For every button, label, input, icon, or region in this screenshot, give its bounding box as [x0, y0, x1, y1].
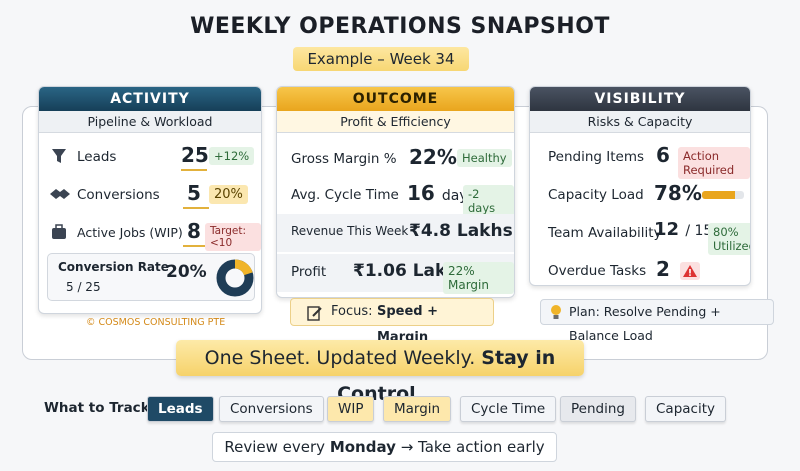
label: Gross Margin % — [291, 151, 397, 167]
value: 2 — [656, 257, 670, 281]
review-action: → Take action early — [400, 438, 545, 456]
visibility-panel: VISIBILITY Risks & Capacity Pending Item… — [529, 86, 751, 286]
value: ₹4.8 Lakhs — [409, 221, 513, 241]
label: Conversion Rate — [58, 260, 169, 274]
panel-title: ACTIVITY — [39, 87, 261, 111]
panel-subtitle: Risks & Capacity — [530, 111, 750, 133]
tagline: One Sheet. Updated Weekly. Stay in Contr… — [176, 340, 584, 405]
label: Pending Items — [548, 149, 645, 165]
badge: Healthy — [457, 149, 512, 167]
badge: -2 days — [463, 185, 514, 217]
row: Conversions 5 20% — [39, 177, 261, 213]
footer: © COSMOS CONSULTING PTE — [86, 317, 226, 328]
label: Conversions — [77, 187, 160, 203]
row: Revenue This Week ₹4.8 Lakhs — [277, 214, 514, 252]
row: Team Availability 12 / 15 80% Utilized — [530, 215, 750, 255]
capacity-bar — [702, 191, 744, 199]
icon — [52, 149, 66, 163]
row: Avg. Cycle Time 16 days -2 days — [277, 177, 514, 217]
badge: Target: <10 — [205, 223, 261, 251]
subtitle: Example – Week 34 — [293, 47, 469, 71]
value: 16 — [407, 181, 435, 205]
icon — [52, 224, 66, 239]
value: 12 — [654, 219, 680, 240]
capacity-fill — [702, 191, 735, 199]
label: Team Availability — [548, 225, 662, 241]
value: ₹1.06 Lakhs — [353, 261, 469, 281]
label: Leads — [77, 149, 117, 165]
row: Active Jobs (WIP) 8 Target: <10 — [39, 215, 261, 251]
panel-subtitle: Profit & Efficiency — [277, 111, 514, 133]
value: 22% — [409, 145, 457, 169]
tagline-text: One Sheet. Updated Weekly. — [204, 347, 476, 369]
outcome-panel: OUTCOME Profit & Efficiency Gross Margin… — [276, 86, 515, 298]
row: Gross Margin % 22% Healthy — [277, 141, 514, 177]
track-item: Pending — [560, 396, 636, 422]
panel-title: OUTCOME — [277, 87, 514, 111]
donut — [216, 259, 254, 297]
row: Profit ₹1.06 Lakhs 22% Margin — [277, 254, 514, 294]
label: Revenue This Week — [291, 224, 409, 238]
track-item: Leads — [147, 396, 214, 422]
underline — [181, 169, 207, 171]
activity-panel: ACTIVITY Pipeline & Workload Leads 25 +1… — [38, 86, 262, 314]
badge: Action Required — [678, 147, 750, 179]
label: Active Jobs (WIP) — [77, 225, 183, 240]
badge: 80% Utilized — [708, 223, 750, 255]
value: 78% — [654, 181, 702, 205]
track-item: Cycle Time — [460, 396, 557, 422]
bulb-icon — [551, 305, 561, 319]
underline — [183, 245, 209, 247]
value: 6 — [656, 143, 670, 167]
underline — [183, 207, 209, 209]
panel-title: VISIBILITY — [530, 87, 750, 111]
donut-arc — [216, 259, 254, 297]
value: 25 — [181, 143, 209, 167]
review-day: Monday — [329, 438, 396, 456]
badge: 20% — [209, 185, 248, 204]
label: Avg. Cycle Time — [291, 187, 399, 203]
panel-subtitle: Pipeline & Workload — [39, 111, 261, 133]
badge: +12% — [209, 147, 255, 165]
warning-icon — [680, 262, 700, 280]
focus-box: Focus: Speed + Margin — [290, 298, 494, 345]
review: Review every Monday → Take action early — [212, 432, 557, 462]
track-item: Capacity — [645, 396, 726, 422]
icon — [307, 306, 322, 321]
value: 5 — [187, 181, 201, 205]
label: Capacity Load — [548, 187, 644, 203]
track-label: What to Track: — [44, 400, 156, 416]
plan-text: Plan: Resolve Pending + Balance Load — [569, 304, 721, 343]
track-item: Margin — [383, 396, 452, 422]
value: 8 — [187, 219, 201, 243]
row: Pending Items 6 Action Required — [530, 139, 750, 179]
label: Overdue Tasks — [548, 263, 647, 279]
title: WEEKLY OPERATIONS SNAPSHOT — [190, 14, 610, 39]
value: 20% — [166, 262, 207, 282]
plan-box: Plan: Resolve Pending + Balance Load — [540, 299, 774, 343]
review-text: Review every — [224, 438, 326, 456]
label: Profit — [291, 264, 327, 280]
unit: / 15 — [685, 223, 713, 239]
detail: 5 / 25 — [66, 280, 101, 294]
track-item: Conversions — [219, 396, 324, 422]
focus-label: Focus: — [331, 304, 373, 319]
conversion-box: Conversion Rate 5 / 25 20% — [47, 253, 255, 301]
row: Overdue Tasks 2 — [530, 253, 750, 285]
icon — [50, 189, 70, 199]
row: Leads 25 +12% — [39, 139, 261, 175]
row: Capacity Load 78% — [530, 177, 750, 213]
track-item: WIP — [327, 396, 375, 422]
badge: 22% Margin — [443, 262, 514, 294]
